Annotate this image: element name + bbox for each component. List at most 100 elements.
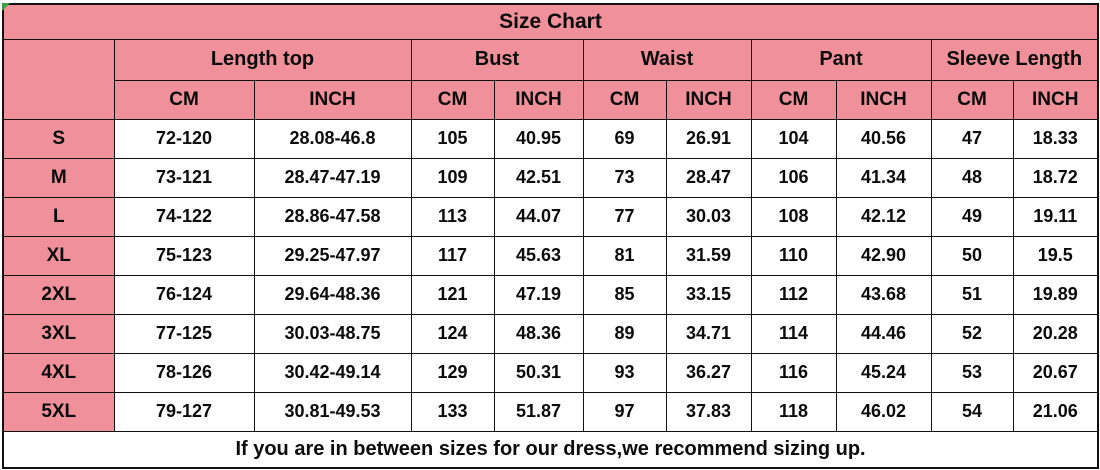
data-cell: 28.86-47.58 bbox=[253, 196, 412, 237]
data-cell: 118 bbox=[750, 391, 837, 432]
size-label-cell: XL bbox=[2, 235, 115, 276]
data-cell: 105 bbox=[410, 118, 495, 159]
size-label-cell: M bbox=[2, 157, 115, 198]
data-cell: 51 bbox=[930, 274, 1014, 315]
data-cell: 30.03-48.75 bbox=[253, 313, 412, 354]
unit-header: CM bbox=[410, 79, 495, 120]
data-cell: 73 bbox=[582, 157, 667, 198]
data-cell: 52 bbox=[930, 313, 1014, 354]
data-cell: 117 bbox=[410, 235, 495, 276]
data-cell: 41.34 bbox=[835, 157, 932, 198]
data-cell: 77-125 bbox=[113, 313, 255, 354]
data-cell: 29.64-48.36 bbox=[253, 274, 412, 315]
data-cell: 133 bbox=[410, 391, 495, 432]
data-cell: 113 bbox=[410, 196, 495, 237]
data-cell: 42.90 bbox=[835, 235, 932, 276]
data-cell: 114 bbox=[750, 313, 837, 354]
data-cell: 19.5 bbox=[1012, 235, 1099, 276]
group-header-row: Length top Bust Waist Pant Sleeve Length bbox=[2, 38, 1099, 120]
data-cell: 45.63 bbox=[493, 235, 584, 276]
data-cell: 40.95 bbox=[493, 118, 584, 159]
data-cell: 34.71 bbox=[665, 313, 752, 354]
unit-header: CM bbox=[930, 79, 1014, 120]
col-group-bust: Bust bbox=[410, 38, 584, 81]
cell-corner-flag-icon bbox=[2, 3, 10, 11]
data-cell: 106 bbox=[750, 157, 837, 198]
data-cell: 124 bbox=[410, 313, 495, 354]
data-cell: 89 bbox=[582, 313, 667, 354]
data-cell: 116 bbox=[750, 352, 837, 393]
data-cell: 79-127 bbox=[113, 391, 255, 432]
size-label-cell: S bbox=[2, 118, 115, 159]
data-cell: 77 bbox=[582, 196, 667, 237]
data-cell: 108 bbox=[750, 196, 837, 237]
table-row: 5XL 79-127 30.81-49.53 133 51.87 97 37.83 118 46… bbox=[2, 391, 1099, 432]
data-cell: 18.72 bbox=[1012, 157, 1099, 198]
data-cell: 36.27 bbox=[665, 352, 752, 393]
table-row: M 73-121 28.47-47.19 109 42.51 73 28.47 106 41.3… bbox=[2, 157, 1099, 198]
table-row: L 74-122 28.86-47.58 113 44.07 77 30.03 108 42.1… bbox=[2, 196, 1099, 237]
table-row: 2XL 76-124 29.64-48.36 121 47.19 85 33.15 112 43… bbox=[2, 274, 1099, 315]
data-cell: 47 bbox=[930, 118, 1014, 159]
data-cell: 53 bbox=[930, 352, 1014, 393]
data-cell: 85 bbox=[582, 274, 667, 315]
data-cell: 28.47 bbox=[665, 157, 752, 198]
data-cell: 45.24 bbox=[835, 352, 932, 393]
size-label-cell: L bbox=[2, 196, 115, 237]
data-cell: 43.68 bbox=[835, 274, 932, 315]
data-cell: 40.56 bbox=[835, 118, 932, 159]
data-cell: 48 bbox=[930, 157, 1014, 198]
data-cell: 129 bbox=[410, 352, 495, 393]
data-cell: 72-120 bbox=[113, 118, 255, 159]
data-cell: 21.06 bbox=[1012, 391, 1099, 432]
data-cell: 74-122 bbox=[113, 196, 255, 237]
table-row: 3XL 77-125 30.03-48.75 124 48.36 89 34.71 114 44… bbox=[2, 313, 1099, 354]
chart-title: Size Chart bbox=[2, 3, 1099, 40]
data-cell: 28.08-46.8 bbox=[253, 118, 412, 159]
data-cell: 112 bbox=[750, 274, 837, 315]
data-cell: 31.59 bbox=[665, 235, 752, 276]
size-chart-table: Size Chart Length top Bust Waist Pant Sl… bbox=[2, 3, 1100, 469]
data-cell: 78-126 bbox=[113, 352, 255, 393]
footer-note: If you are in between sizes for our dres… bbox=[2, 430, 1099, 469]
data-cell: 75-123 bbox=[113, 235, 255, 276]
data-cell: 44.07 bbox=[493, 196, 584, 237]
size-chart: Size Chart Length top Bust Waist Pant Sl… bbox=[2, 3, 1100, 469]
data-cell: 76-124 bbox=[113, 274, 255, 315]
unit-header: INCH bbox=[253, 79, 412, 120]
corner-cell bbox=[2, 38, 115, 120]
data-cell: 109 bbox=[410, 157, 495, 198]
unit-header: CM bbox=[113, 79, 255, 120]
data-cell: 33.15 bbox=[665, 274, 752, 315]
data-cell: 51.87 bbox=[493, 391, 584, 432]
unit-header: INCH bbox=[493, 79, 584, 120]
data-cell: 46.02 bbox=[835, 391, 932, 432]
unit-header: CM bbox=[750, 79, 837, 120]
data-cell: 47.19 bbox=[493, 274, 584, 315]
col-group-length-top: Length top bbox=[113, 38, 412, 81]
data-cell: 54 bbox=[930, 391, 1014, 432]
data-cell: 110 bbox=[750, 235, 837, 276]
data-cell: 49 bbox=[930, 196, 1014, 237]
data-cell: 73-121 bbox=[113, 157, 255, 198]
col-group-pant: Pant bbox=[750, 38, 932, 81]
data-cell: 81 bbox=[582, 235, 667, 276]
data-cell: 30.03 bbox=[665, 196, 752, 237]
unit-header: INCH bbox=[665, 79, 752, 120]
data-cell: 30.42-49.14 bbox=[253, 352, 412, 393]
size-label-cell: 4XL bbox=[2, 352, 115, 393]
data-cell: 48.36 bbox=[493, 313, 584, 354]
table-body: S 72-120 28.08-46.8 105 40.95 69 26.91 104 40.56… bbox=[2, 118, 1099, 432]
data-cell: 19.11 bbox=[1012, 196, 1099, 237]
footer-row: If you are in between sizes for our dres… bbox=[2, 430, 1099, 469]
unit-header-row: CM INCH CM INCH CM INCH CM INCH CM INCH bbox=[3, 79, 1099, 120]
data-cell: 69 bbox=[582, 118, 667, 159]
data-cell: 121 bbox=[410, 274, 495, 315]
table-row: S 72-120 28.08-46.8 105 40.95 69 26.91 104 40.56… bbox=[2, 118, 1099, 159]
size-label-cell: 5XL bbox=[2, 391, 115, 432]
data-cell: 28.47-47.19 bbox=[253, 157, 412, 198]
data-cell: 104 bbox=[750, 118, 837, 159]
data-cell: 50 bbox=[930, 235, 1014, 276]
table-row: XL 75-123 29.25-47.97 117 45.63 81 31.59 110 42.… bbox=[2, 235, 1099, 276]
col-group-waist: Waist bbox=[582, 38, 752, 81]
